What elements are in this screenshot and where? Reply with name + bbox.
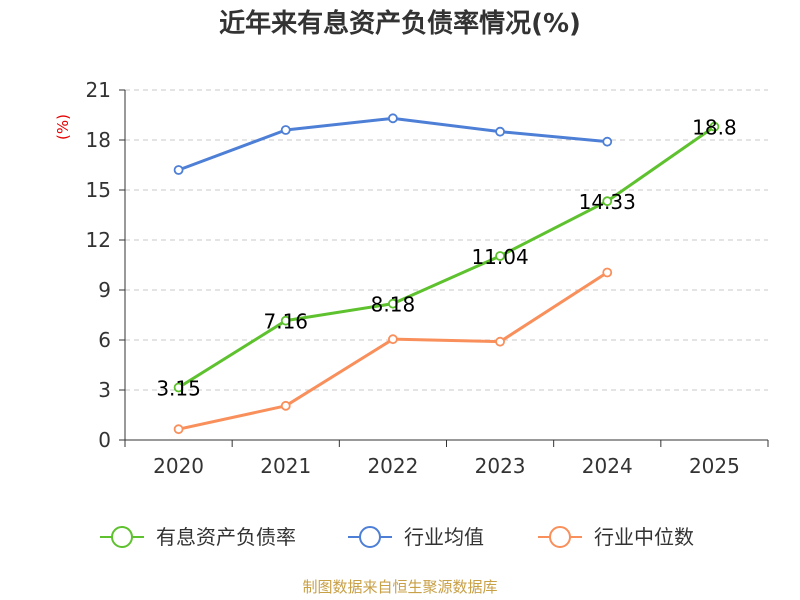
series-point (709, 121, 720, 132)
data-label: 7.16 (263, 310, 308, 334)
legend-item: 行业中位数 (538, 525, 694, 549)
data-label: 8.18 (371, 293, 416, 317)
series-point (602, 136, 613, 147)
x-tick-label: 2021 (260, 454, 311, 478)
series-line (178, 116, 608, 172)
legend-item: 行业均值 (348, 525, 484, 549)
series-point (280, 315, 291, 326)
series-point (388, 334, 398, 345)
y-tick-label: 9 (98, 278, 111, 302)
y-tick-label: 15 (86, 178, 111, 202)
series-point (388, 113, 398, 124)
series-point (602, 267, 613, 278)
x-tick-label: 2025 (689, 454, 740, 478)
series-point (173, 165, 184, 175)
series-point (388, 298, 398, 309)
series-1 (173, 113, 613, 175)
legend-marker (549, 526, 571, 548)
legend-label: 有息资产负债率 (156, 525, 296, 549)
y-tick-label: 18 (86, 128, 111, 152)
y-tick-label: 21 (86, 78, 111, 102)
series-2 (173, 267, 613, 435)
series-0 (173, 121, 720, 393)
series-point (280, 400, 291, 411)
grid-lines (125, 89, 768, 391)
y-tick-label: 0 (98, 428, 111, 452)
series-point (280, 125, 291, 135)
series-point (173, 424, 184, 435)
series-layer (173, 113, 720, 435)
data-label: 11.04 (471, 245, 528, 269)
legend-item: 有息资产负债率 (100, 525, 296, 549)
chart-title: 近年来有息资产负债率情况(%) (219, 8, 581, 39)
x-tick-label: 2024 (582, 454, 633, 478)
series-point (495, 336, 505, 347)
source-note: 制图数据来自恒生聚源数据库 (302, 578, 497, 596)
y-axis-unit-label: (%) (54, 114, 72, 140)
series-point (495, 126, 505, 137)
data-labels: 3.15 7.16 8.18 11.04 14.33 18.8 (156, 116, 736, 401)
series-line (177, 125, 716, 389)
series-point (495, 251, 505, 261)
series-point (602, 196, 613, 207)
y-tick-label: 6 (98, 328, 111, 352)
data-label: 18.8 (692, 116, 737, 140)
y-tick-label: 3 (98, 378, 111, 402)
x-tick-label: 2023 (475, 454, 526, 478)
y-tick-label: 12 (86, 228, 111, 252)
series-point (173, 382, 184, 393)
legend-marker (359, 526, 381, 548)
data-label: 14.33 (579, 190, 636, 214)
legend-marker (111, 526, 133, 548)
x-tick-label: 2022 (367, 454, 418, 478)
data-label: 3.15 (156, 377, 201, 401)
x-tick-label: 2020 (153, 454, 204, 478)
legend-label: 行业均值 (404, 525, 484, 549)
legend: 有息资产负债率 行业均值 行业中位数 (100, 525, 694, 549)
legend-label: 行业中位数 (594, 525, 694, 549)
axes: 0 3 6 9 12 15 18 21 2020 2021 2022 2023 2024 2025 (86, 78, 769, 478)
